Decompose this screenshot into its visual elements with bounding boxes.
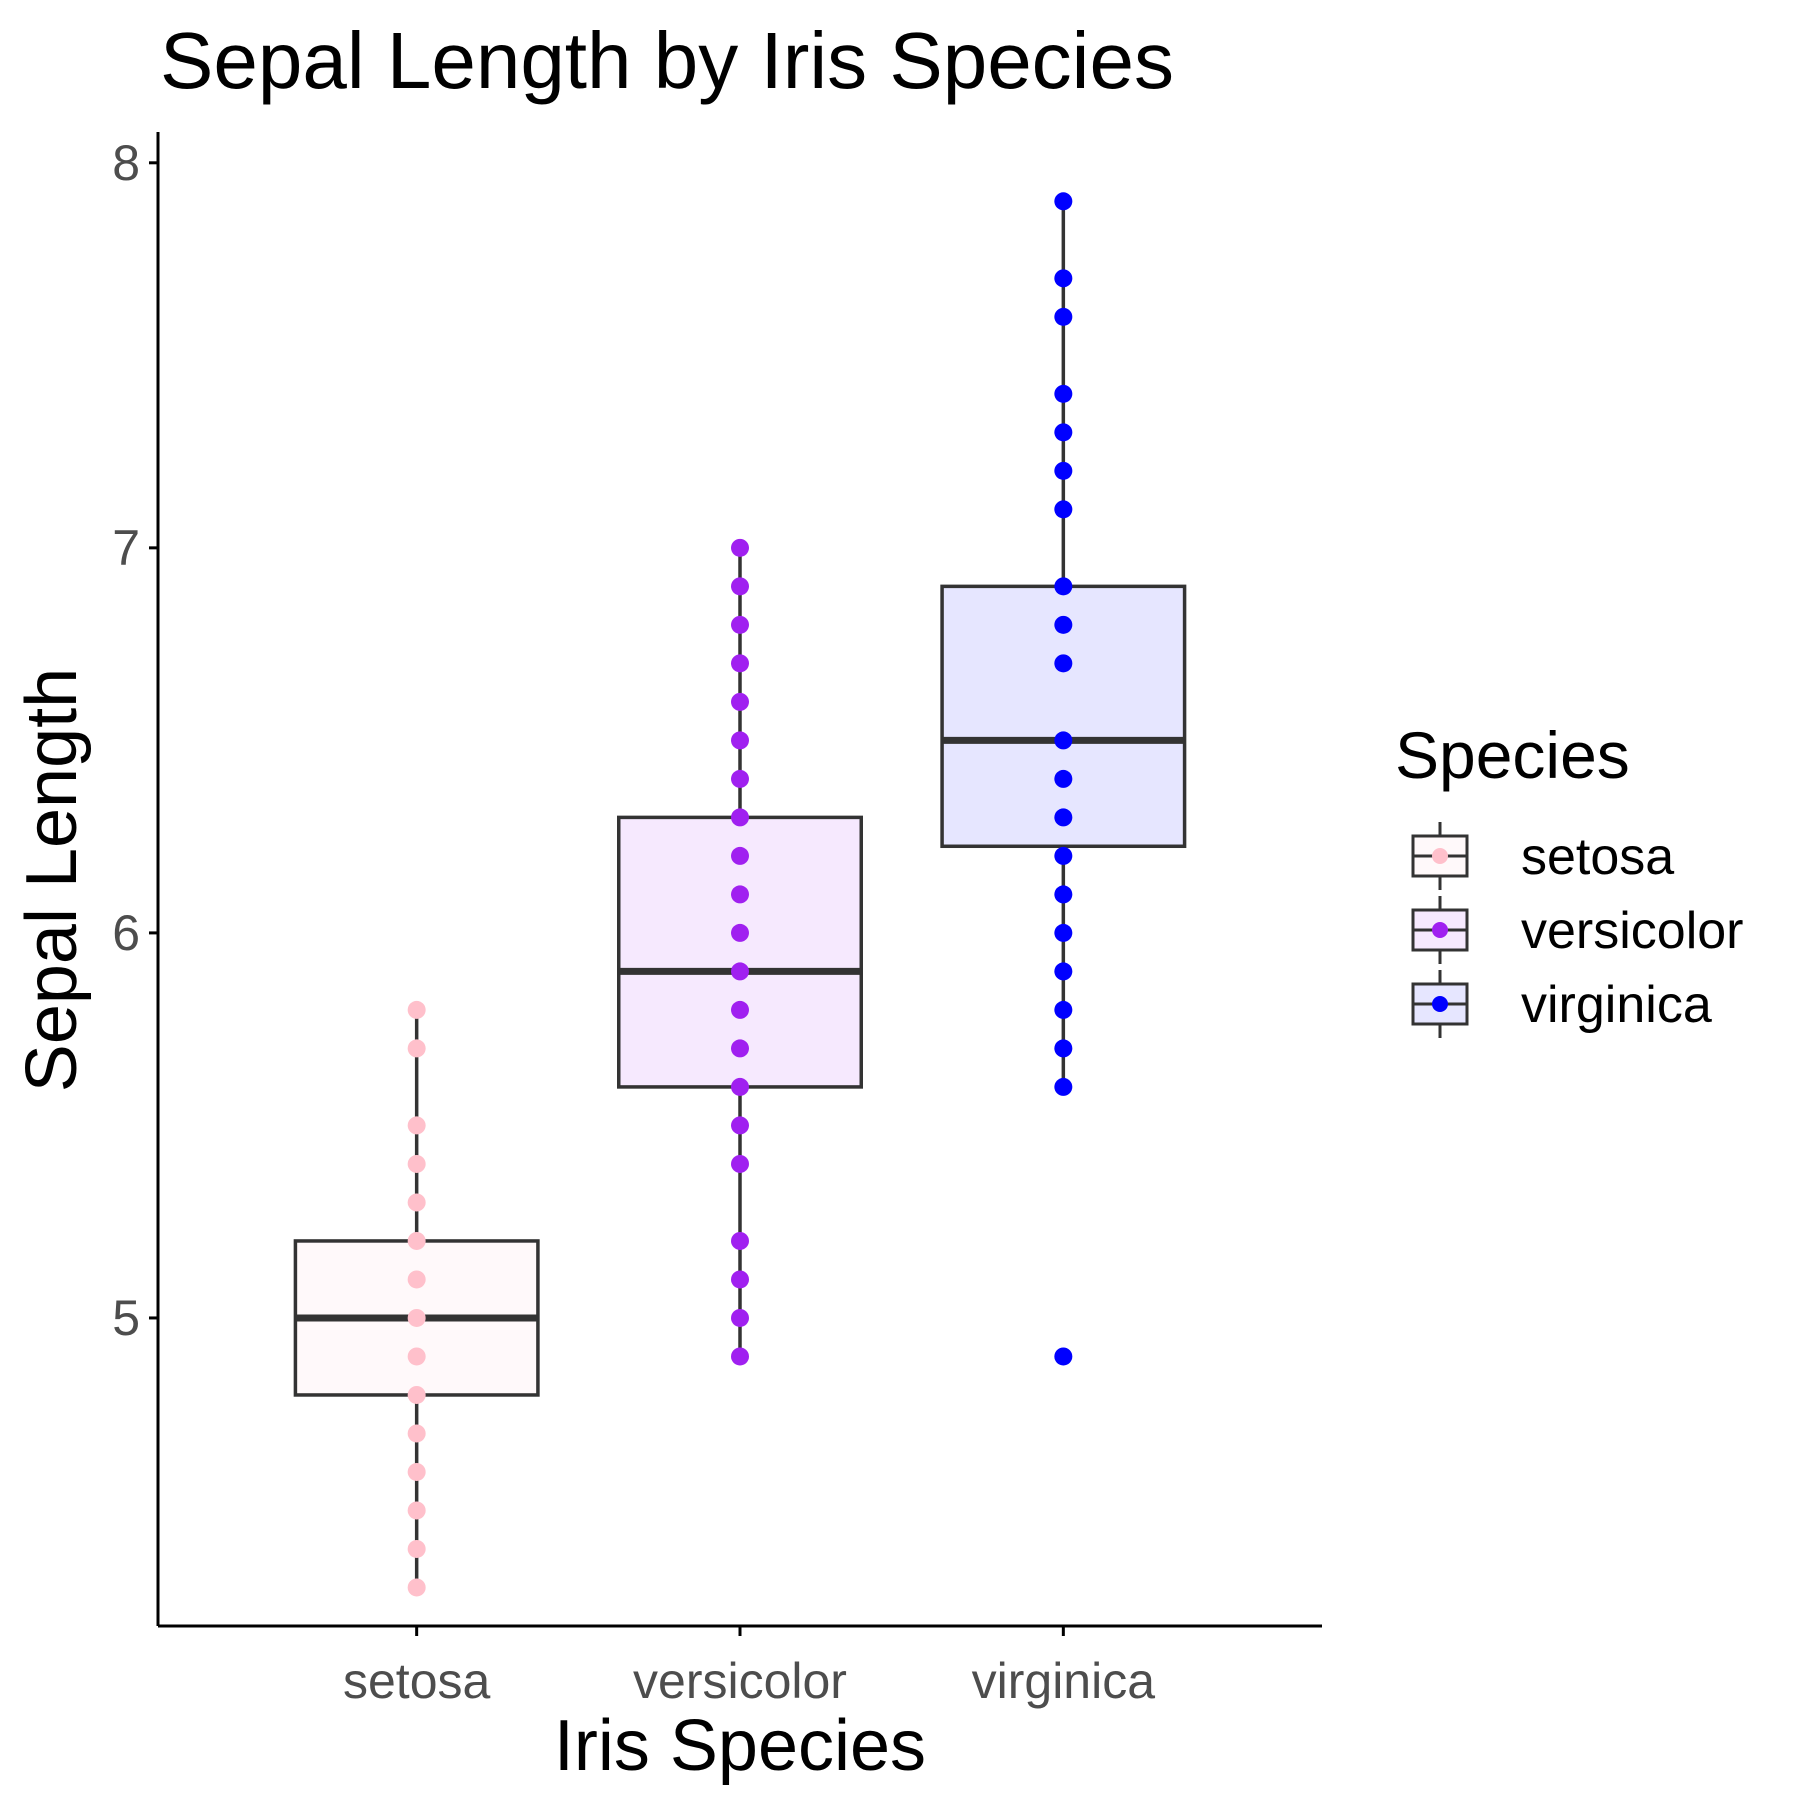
y-tick-label: 8 [112, 135, 140, 191]
data-point [731, 577, 749, 596]
y-axis-title: Sepal Length [12, 668, 92, 1092]
data-point [731, 615, 749, 634]
data-point [1054, 1000, 1073, 1019]
y-tick-label: 5 [112, 1290, 140, 1346]
data-point [1054, 1039, 1073, 1058]
x-axis-title: Iris Species [554, 1706, 926, 1786]
y-tick-label: 7 [112, 520, 140, 576]
data-point [407, 1039, 426, 1058]
y-axis-ticks: 5 6 7 8 [112, 135, 158, 1346]
data-point [1054, 769, 1073, 788]
data-point [407, 1000, 426, 1019]
data-point [1054, 1347, 1073, 1366]
data-point [731, 808, 749, 827]
data-point [731, 1039, 749, 1058]
data-point [1054, 269, 1073, 288]
points-versicolor [731, 538, 749, 1366]
data-point [407, 1462, 426, 1481]
data-point [407, 1578, 426, 1597]
data-point [731, 1077, 749, 1096]
legend-label: versicolor [1521, 902, 1744, 960]
data-point [731, 962, 749, 981]
legend-item-virginica: virginica [1411, 970, 1712, 1038]
legend-item-versicolor: versicolor [1411, 896, 1744, 964]
data-point [407, 1116, 426, 1135]
data-point [731, 692, 749, 711]
chart-title: Sepal Length by Iris Species [160, 16, 1174, 105]
data-point [1054, 384, 1073, 403]
legend-title: Species [1395, 718, 1630, 792]
legend-item-setosa: setosa [1411, 822, 1674, 890]
points-setosa [407, 1000, 426, 1597]
data-point [1054, 615, 1073, 634]
data-point [407, 1424, 426, 1443]
x-tick-label: versicolor [633, 1653, 847, 1709]
data-point [731, 1116, 749, 1135]
legend-key-point [1432, 922, 1448, 938]
data-point [731, 538, 749, 557]
data-point [731, 1270, 749, 1289]
data-point [407, 1539, 426, 1558]
data-point [407, 1308, 426, 1327]
data-point [731, 1308, 749, 1327]
data-points [407, 192, 1073, 1597]
data-point [1054, 731, 1073, 750]
legend-key-point [1432, 848, 1448, 864]
data-point [731, 769, 749, 788]
data-point [1054, 461, 1073, 480]
legend-label: setosa [1521, 828, 1674, 886]
legend-items: setosa versicolor virginica [1411, 822, 1744, 1038]
data-point [731, 1347, 749, 1366]
data-point [407, 1270, 426, 1289]
data-point [1054, 885, 1073, 904]
data-point [731, 923, 749, 942]
data-point [407, 1501, 426, 1520]
data-point [731, 1000, 749, 1019]
box-setosa [293, 1009, 540, 1588]
data-point [1054, 500, 1073, 519]
data-point [731, 885, 749, 904]
legend-label: virginica [1521, 976, 1712, 1034]
x-tick-label: virginica [972, 1653, 1156, 1709]
data-point [407, 1193, 426, 1212]
data-point [1054, 846, 1073, 865]
data-point [407, 1347, 426, 1366]
data-point [731, 1231, 749, 1250]
data-point [1054, 1077, 1073, 1096]
data-point [731, 654, 749, 673]
data-point [1054, 192, 1073, 211]
data-point [1054, 962, 1073, 981]
data-point [1054, 923, 1073, 942]
data-point [407, 1385, 426, 1404]
data-point [407, 1231, 426, 1250]
data-point [731, 731, 749, 750]
legend-key-point [1432, 996, 1448, 1012]
y-tick-label: 6 [112, 905, 140, 961]
data-point [1054, 808, 1073, 827]
data-point [731, 846, 749, 865]
data-point [407, 1154, 426, 1173]
data-point [1054, 423, 1073, 442]
points-virginica [1054, 192, 1073, 1366]
data-point [1054, 577, 1073, 596]
plot-area [293, 192, 1187, 1597]
x-tick-label: setosa [343, 1653, 491, 1709]
data-point [1054, 307, 1073, 326]
x-axis-ticks: setosa versicolor virginica [343, 1626, 1155, 1709]
data-point [731, 1154, 749, 1173]
legend: Species setosa versicolor virginica [1395, 718, 1744, 1038]
data-point [1054, 654, 1073, 673]
